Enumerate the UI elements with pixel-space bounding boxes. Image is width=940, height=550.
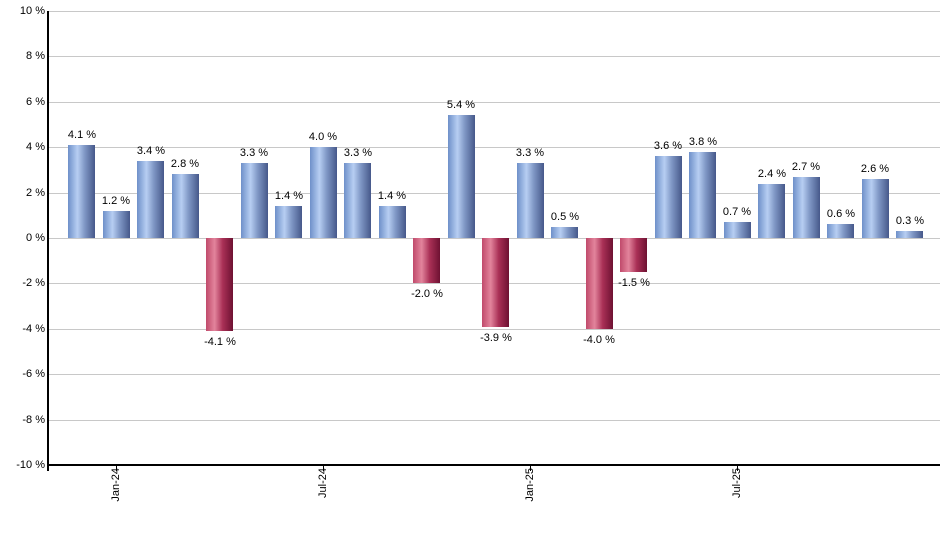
bar-value-label: 0.6 % [826, 208, 856, 220]
x-tick [323, 465, 324, 471]
y-tick-label: -4 % [22, 323, 45, 335]
bar-value-label: 5.4 % [446, 99, 476, 111]
bar-dec-24 [482, 238, 509, 327]
gridline [48, 102, 940, 103]
bar-value-label: -2.0 % [411, 288, 443, 300]
bar-apr-25 [620, 238, 647, 272]
bar-aug-24 [344, 163, 371, 238]
bar-value-label: 1.2 % [101, 195, 131, 207]
bar-may-25 [655, 156, 682, 238]
bar-value-label: 3.3 % [343, 147, 373, 159]
bar-may-24 [241, 163, 268, 238]
bar-oct-25 [827, 224, 854, 238]
bar-value-label: 3.8 % [688, 136, 718, 148]
x-tick-label: Jan-25 [524, 468, 536, 502]
gridline [48, 147, 940, 148]
y-tick-label: 6 % [26, 96, 45, 108]
y-tick-label: 10 % [19, 5, 45, 17]
y-tick-label: 4 % [26, 141, 45, 153]
bar-sep-25 [793, 177, 820, 238]
bar-nov-25 [862, 179, 889, 238]
bar-value-label: 4.0 % [308, 131, 338, 143]
gridline [48, 56, 940, 57]
bar-aug-25 [758, 184, 785, 238]
bar-value-label: 3.6 % [653, 140, 683, 152]
bar-value-label: 2.8 % [170, 158, 200, 170]
bar-value-label: 3.3 % [239, 147, 269, 159]
y-tick-label: -2 % [22, 277, 45, 289]
y-tick-label: 2 % [26, 187, 45, 199]
bar-feb-24 [137, 161, 164, 238]
gridline [48, 329, 940, 330]
bar-sep-24 [379, 206, 406, 238]
gridline [48, 374, 940, 375]
bar-value-label: 1.4 % [377, 190, 407, 202]
bar-value-label: -4.0 % [583, 334, 615, 346]
bar-value-label: 0.3 % [895, 215, 925, 227]
x-tick-label: Jul-24 [317, 468, 329, 498]
bar-value-label: 2.4 % [757, 168, 787, 180]
bar-jan-25 [517, 163, 544, 238]
bar-mar-25 [586, 238, 613, 329]
x-tick-label: Jan-24 [110, 468, 122, 502]
bar-value-label: 2.7 % [791, 161, 821, 173]
x-tick [737, 465, 738, 471]
bar-nov-24 [448, 115, 475, 238]
bar-value-label: -3.9 % [480, 332, 512, 344]
bar-value-label: 3.4 % [136, 145, 166, 157]
bar-value-label: 3.3 % [515, 147, 545, 159]
gridline [48, 11, 940, 12]
y-tick-label: -8 % [22, 414, 45, 426]
bar-value-label: 4.1 % [67, 129, 97, 141]
bar-value-label: 0.7 % [722, 206, 752, 218]
bar-jun-25 [689, 152, 716, 238]
x-tick [116, 465, 117, 471]
bar-mar-24 [172, 174, 199, 238]
x-axis-line [47, 464, 940, 466]
bar-value-label: 1.4 % [274, 190, 304, 202]
y-tick-label: -6 % [22, 368, 45, 380]
bar-jan-24 [103, 211, 130, 238]
bar-value-label: -4.1 % [204, 336, 236, 348]
y-tick-label: 0 % [26, 232, 45, 244]
y-tick-label: -10 % [16, 459, 45, 471]
x-tick-label: Jul-25 [731, 468, 743, 498]
bar-jun-24 [275, 206, 302, 238]
bar-dec-25 [896, 231, 923, 238]
x-tick [530, 465, 531, 471]
bar-value-label: -1.5 % [618, 277, 650, 289]
bar-value-label: 0.5 % [550, 211, 580, 223]
bar-jul-25 [724, 222, 751, 238]
bar-feb-25 [551, 227, 578, 238]
y-tick-label: 8 % [26, 50, 45, 62]
bar-oct-24 [413, 238, 440, 283]
gridline [48, 420, 940, 421]
bar-value-label: 2.6 % [860, 163, 890, 175]
y-axis-line [47, 11, 49, 471]
bar-jul-24 [310, 147, 337, 238]
gridline [48, 193, 940, 194]
bar-apr-24 [206, 238, 233, 331]
bar-dec-23 [68, 145, 95, 238]
